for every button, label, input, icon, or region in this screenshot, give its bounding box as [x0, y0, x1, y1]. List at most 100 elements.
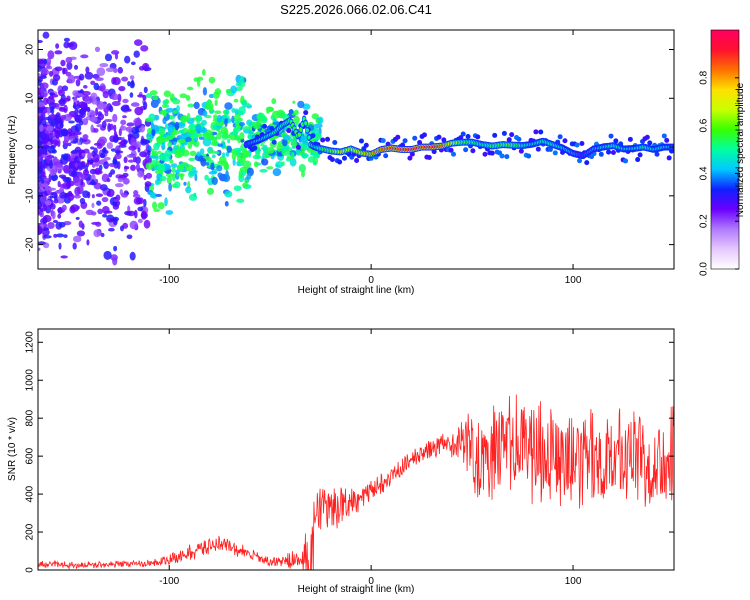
spectrogram-cell — [96, 200, 102, 206]
spectrogram-cell — [101, 120, 107, 129]
spectrogram-cell — [451, 151, 457, 157]
spectrogram-cell — [297, 100, 305, 109]
spectrogram-cell — [93, 128, 99, 133]
spectrogram-cell — [240, 170, 247, 177]
spectrogram-cell — [114, 183, 124, 188]
spectrogram-cell — [412, 135, 418, 141]
spectrogram-cell — [143, 219, 151, 229]
spectrogram-cell — [136, 197, 144, 205]
spectrogram-cell — [186, 86, 194, 91]
spectrogram-cell — [332, 140, 338, 146]
spectrogram-cell — [104, 150, 109, 154]
spectrogram-cell — [224, 200, 229, 207]
spectrogram-cell — [516, 136, 522, 142]
spectrogram-cell — [137, 94, 145, 98]
ridge-cell — [299, 127, 303, 132]
spectrogram-cell — [465, 133, 471, 139]
spectrogram-cell — [242, 99, 247, 109]
spectrogram-cell — [163, 90, 171, 98]
ridge-cell — [304, 121, 308, 125]
spectrogram-cell — [253, 125, 262, 129]
spectrogram-cell — [129, 220, 138, 230]
colorbar-ticks: 0.0 0.2 0.4 0.6 0.8 — [699, 70, 739, 276]
spectrogram-cell — [63, 234, 68, 239]
spectrogram-cell — [86, 239, 90, 246]
spectrogram-cell — [212, 114, 218, 120]
spectrogram-cell — [320, 137, 326, 143]
spectrogram-cell — [54, 50, 63, 55]
spectrogram-cell — [96, 67, 106, 76]
spectrogram-cell — [157, 202, 165, 210]
colorbar-tick-label: 0.8 — [699, 70, 710, 84]
spectrogram-cell — [448, 147, 454, 153]
spectrogram-cell — [173, 181, 181, 189]
spectrogram-cell — [206, 187, 215, 195]
spectrogram-cell — [606, 149, 612, 155]
spectrogram-cell — [91, 211, 97, 216]
spectrogram-cell — [165, 164, 171, 171]
spectrogram-cell — [113, 130, 118, 140]
spectrogram-cell — [149, 90, 158, 96]
spectrogram-cell — [77, 141, 82, 145]
spectrogram-cell — [118, 141, 125, 145]
y-tick-label: 0 — [25, 567, 36, 573]
spectrogram-cell — [38, 247, 41, 251]
spectrogram-cell — [40, 208, 44, 213]
spectrogram-cell — [72, 90, 79, 97]
spectrogram-cell — [73, 155, 80, 165]
spectrogram-cell — [49, 92, 54, 96]
spectrogram-cell — [93, 142, 102, 146]
spectrogram-cell — [220, 142, 226, 149]
colorbar: 0.0 0.2 0.4 0.6 0.8 Normalized spectral ampl… — [699, 29, 746, 276]
spectrogram-cell — [134, 209, 138, 219]
spectrogram-cell — [329, 156, 335, 162]
snr-frame — [37, 328, 675, 571]
spectrogram-cell — [53, 199, 59, 204]
spectrogram-cell — [83, 84, 88, 89]
spectrogram-cell — [99, 184, 108, 191]
spectrogram-cell — [286, 155, 293, 159]
snr-x-ticks: -100 0 100 — [159, 329, 582, 587]
spectrogram-cell — [300, 135, 308, 144]
spectrogram-cell — [421, 132, 427, 138]
spectrogram-cell — [562, 138, 568, 144]
spectrogram-cell — [128, 145, 137, 151]
figure-title: S225.2026.066.02.06.C41 — [280, 2, 432, 17]
spectrogram-cell — [174, 121, 180, 131]
spectrogram-cell — [155, 154, 159, 161]
spectrogram-cell — [49, 195, 54, 199]
spectrogram-cell — [557, 134, 563, 140]
spectrogram-cell — [40, 82, 49, 90]
spectrogram-cell — [159, 175, 167, 181]
spectrogram-cell — [226, 145, 232, 154]
spectrogram-cell — [118, 144, 127, 148]
spectrogram-cell — [246, 119, 253, 126]
spectrogram-cell — [193, 192, 197, 197]
spectrogram-cell — [224, 102, 233, 110]
spectrogram-cell — [134, 106, 144, 116]
spectrogram-cell — [140, 210, 147, 220]
spectrogram-cell — [49, 70, 54, 77]
spectrogram-cell — [43, 235, 52, 239]
spectrogram-cell — [112, 77, 121, 86]
spectrogram-cell — [177, 173, 185, 177]
spectrogram-cell — [311, 113, 320, 120]
spectrogram-cell — [58, 107, 68, 112]
spectrogram-cell — [79, 109, 86, 119]
spectrogram-cell — [242, 160, 252, 169]
spectrogram-cell — [122, 115, 127, 119]
spectrogram-cell — [180, 162, 189, 167]
spectrogram-cell — [38, 205, 42, 210]
spectrogram-cell — [210, 162, 215, 171]
spectrogram-cell — [214, 150, 220, 155]
spectrogram-cell — [53, 233, 58, 238]
spectrogram-cell — [75, 131, 82, 135]
y-tick-label: -10 — [25, 188, 36, 203]
spectrogram-cell — [138, 66, 145, 71]
spectrogram-cell — [208, 102, 214, 112]
spectrogram-cell — [39, 124, 44, 132]
spectrogram-cell — [38, 140, 43, 148]
spectrogram-cell — [38, 106, 45, 112]
spectrogram-cell — [282, 138, 288, 147]
